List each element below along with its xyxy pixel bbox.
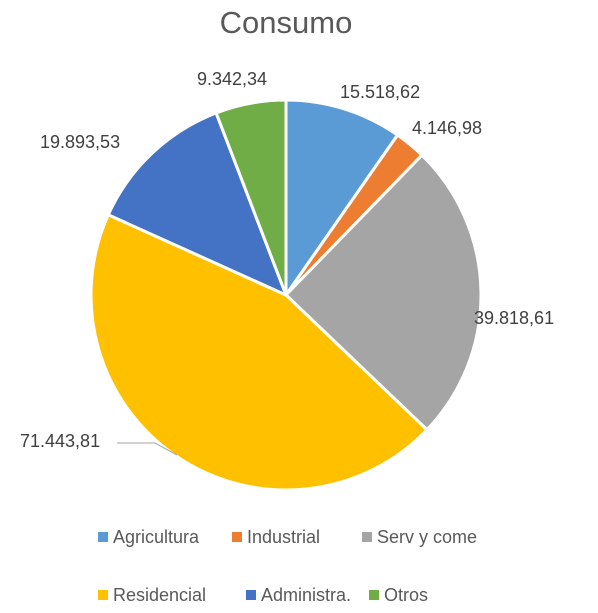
chart-title: Consumo bbox=[220, 5, 353, 40]
legend-label: Administra. bbox=[261, 585, 351, 605]
data-label: 39.818,61 bbox=[474, 308, 554, 328]
legend-item: Administra. bbox=[246, 585, 351, 605]
legend-swatch bbox=[232, 532, 242, 542]
data-label: 71.443,81 bbox=[20, 431, 100, 451]
leader-lines bbox=[117, 442, 178, 456]
data-label: 19.893,53 bbox=[40, 132, 120, 152]
legend-item: Otros bbox=[369, 585, 428, 605]
pie-slice-residencial bbox=[89, 213, 429, 492]
legend-swatch bbox=[369, 590, 379, 600]
legend-label: Residencial bbox=[113, 585, 206, 605]
data-label: 4.146,98 bbox=[412, 118, 482, 138]
legend-label: Industrial bbox=[247, 527, 320, 547]
legend-item: Residencial bbox=[98, 585, 206, 605]
pie-slice-agricultura bbox=[284, 98, 400, 297]
legend-swatch bbox=[362, 532, 372, 542]
legend-swatch bbox=[98, 590, 108, 600]
legend-item: Serv y come bbox=[362, 527, 477, 547]
pie-slices bbox=[89, 98, 483, 492]
data-label: 9.342,34 bbox=[197, 69, 267, 89]
legend-label: Agricultura bbox=[113, 527, 200, 547]
pie-slice-serv-y-come bbox=[284, 153, 483, 432]
legend-swatch bbox=[246, 590, 256, 600]
legend-label: Otros bbox=[384, 585, 428, 605]
legend-item: Agricultura bbox=[98, 527, 200, 547]
data-label: 15.518,62 bbox=[340, 82, 420, 102]
legend-swatch bbox=[98, 532, 108, 542]
legend: Agricultura Industrial Serv y come Residenc… bbox=[98, 527, 477, 605]
legend-label: Serv y come bbox=[377, 527, 477, 547]
pie-slice-otros bbox=[214, 98, 288, 297]
pie-slice-administra bbox=[106, 111, 288, 297]
data-labels: 15.518,62 4.146,98 39.818,61 71.443,81 19.89… bbox=[20, 69, 554, 451]
legend-item: Industrial bbox=[232, 527, 320, 547]
leader-line bbox=[117, 442, 178, 456]
